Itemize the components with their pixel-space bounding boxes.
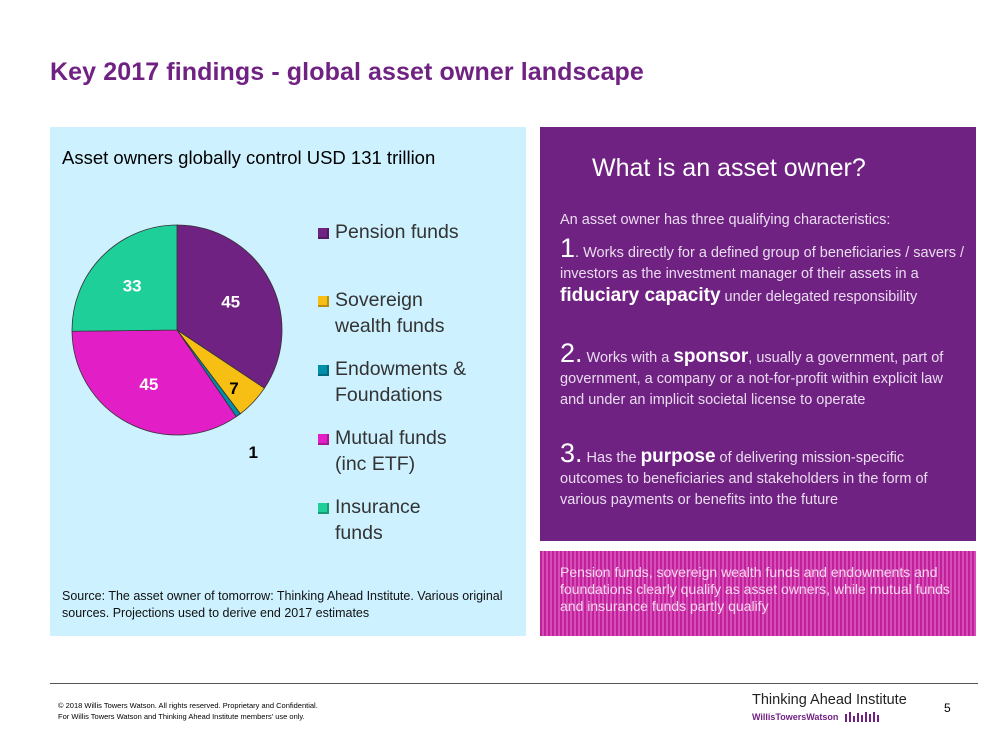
page-number: 5: [944, 701, 951, 715]
pie-label-pension-funds: 45: [221, 292, 240, 311]
asset-owner-definition-panel: What is an asset owner? An asset owner h…: [540, 127, 976, 541]
pie-label-endowments-foundations: 1: [248, 443, 257, 462]
brand-logo-icon: [845, 712, 879, 722]
characteristic-text: , usually a government, part of governme…: [560, 350, 944, 408]
copyright-line: For Willis Towers Watson and Thinking Ah…: [58, 712, 305, 721]
characteristic-1: 1. Works directly for a defined group of…: [560, 235, 968, 308]
legend-label: Pension funds: [335, 219, 520, 245]
legend-label-line: Mutual funds: [335, 427, 447, 449]
pie-label-sovereign-wealth-funds: 7: [229, 379, 238, 398]
legend-swatch: [318, 296, 329, 307]
qualification-note-box: Pension funds, sovereign wealth funds an…: [540, 551, 976, 636]
definition-heading: What is an asset owner?: [592, 154, 866, 182]
copyright-line: © 2018 Willis Towers Watson. All rights …: [58, 701, 318, 710]
characteristic-keyword: sponsor: [673, 346, 749, 367]
chart-source-note: Source: The asset owner of tomorrow: Thi…: [62, 589, 503, 620]
pie-slice-mutual-funds: [71, 329, 237, 436]
legend-label-line: funds: [335, 522, 383, 544]
characteristic-number: 3.: [560, 438, 583, 468]
legend-swatch: [318, 228, 329, 239]
legend-label-line: (inc ETF): [335, 453, 416, 475]
legend-label: Mutual funds (inc ETF): [335, 425, 520, 477]
legend-label: Insurance funds: [335, 494, 520, 546]
brand-logo-text: WillisTowersWatson: [752, 712, 839, 722]
page-title: Key 2017 findings - global asset owner l…: [50, 58, 644, 86]
characteristic-text: Has the: [582, 450, 641, 466]
chart-panel: Asset owners globally control USD 131 tr…: [50, 127, 526, 636]
legend-label: Sovereign wealth funds: [335, 287, 520, 339]
legend-label-line: Pension funds: [335, 221, 459, 243]
characteristic-text: . Works directly for a defined group of …: [560, 245, 965, 282]
legend-label: Endowments & Foundations: [335, 356, 520, 408]
legend-label-line: Endowments &: [335, 358, 467, 380]
characteristic-number: 1: [560, 233, 576, 263]
pie-chart: 45 7 1 45 33: [71, 224, 283, 462]
characteristic-text: under delegated responsibility: [720, 289, 918, 305]
characteristic-number: 2.: [560, 338, 583, 368]
characteristic-text: Works with a: [582, 350, 674, 366]
footer-divider: [50, 683, 978, 684]
legend-swatch: [318, 365, 329, 376]
characteristic-keyword: fiduciary capacity: [560, 285, 721, 306]
pie-label-insurance-funds: 33: [123, 277, 142, 296]
chart-title: Asset owners globally control USD 131 tr…: [62, 147, 436, 168]
legend-swatch: [318, 434, 329, 445]
pie-slice-insurance-funds: [71, 224, 178, 332]
institute-logo-text: Thinking Ahead Institute: [752, 692, 907, 708]
legend-label-line: wealth funds: [335, 315, 445, 337]
definition-intro: An asset owner has three qualifying char…: [560, 212, 891, 228]
legend-label-line: Foundations: [335, 384, 443, 406]
legend-swatch: [318, 503, 329, 514]
copyright-notice: © 2018 Willis Towers Watson. All rights …: [58, 700, 318, 722]
characteristic-text: of delivering mission-specific outcomes …: [560, 450, 928, 508]
qualification-note: Pension funds, sovereign wealth funds an…: [560, 564, 950, 614]
legend-label-line: Insurance: [335, 496, 421, 518]
characteristic-2: 2. Works with a sponsor, usually a gover…: [560, 340, 968, 411]
pie-label-mutual-funds: 45: [139, 375, 158, 394]
legend-label-line: Sovereign: [335, 289, 423, 311]
characteristic-keyword: purpose: [640, 446, 716, 467]
characteristic-3: 3. Has the purpose of delivering mission…: [560, 440, 968, 511]
